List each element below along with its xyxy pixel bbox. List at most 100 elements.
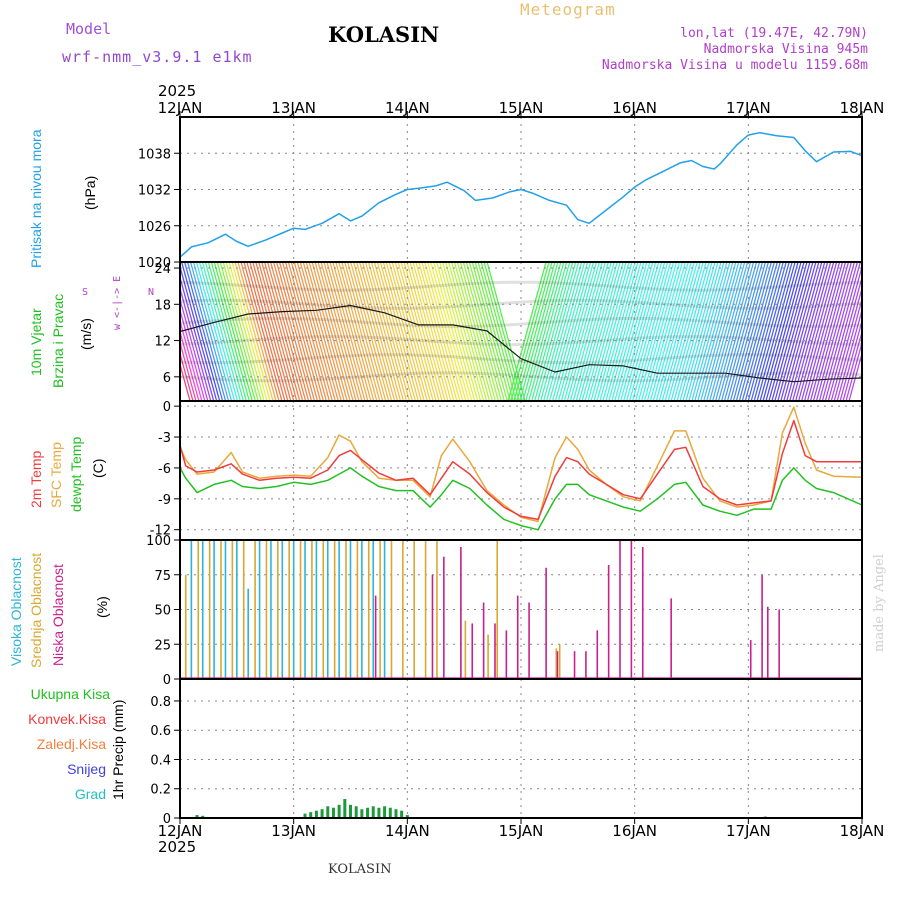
precip-bar <box>309 812 313 818</box>
wind-barb <box>181 262 221 401</box>
tick-labels: 1020 1026 1032 1038 6 12 18 24 0 -3 -6 -9 -12 0 25 50 75… <box>138 99 884 840</box>
wind-barb <box>593 262 633 401</box>
wind-barb <box>246 262 286 401</box>
wind-barb <box>522 262 562 401</box>
wind-barb <box>842 329 862 401</box>
precip-bar <box>360 809 364 818</box>
wind-barb <box>800 262 841 401</box>
wind-barb <box>409 262 449 401</box>
wind-barb <box>326 262 366 401</box>
wind-barb <box>762 262 802 401</box>
wind-barb <box>474 262 514 401</box>
precip-bar <box>383 806 387 818</box>
y-tick-label: 0 <box>163 400 171 415</box>
wind-barb <box>415 262 455 401</box>
date-label-top: 17JAN <box>726 99 771 117</box>
wind-barb <box>341 262 381 401</box>
wind-barb <box>433 262 473 401</box>
wind-barb <box>385 262 425 401</box>
precip-legend-hail: Grad <box>74 786 106 802</box>
wind-barb <box>350 262 390 401</box>
wind-barb <box>180 296 209 401</box>
date-label-bottom: 18JAN <box>840 822 885 840</box>
wind-barb <box>809 262 850 401</box>
wind-barb <box>560 262 601 401</box>
wind-barb <box>563 262 604 401</box>
wind-barb <box>768 262 808 401</box>
wind-speed-line <box>179 304 863 383</box>
wind-barb <box>456 262 497 401</box>
wind-barb <box>486 262 526 401</box>
wind-barb <box>403 262 443 401</box>
wind-barb <box>602 262 642 401</box>
wind-barb <box>311 262 351 401</box>
wind-barb <box>234 262 274 401</box>
wind-barb <box>572 262 612 401</box>
y-tick-label: 0.6 <box>150 724 171 739</box>
wind-band <box>180 298 862 310</box>
wind-barb <box>631 262 672 401</box>
date-label-bottom: 13JAN <box>271 822 316 840</box>
date-label-top: 12JAN <box>158 99 203 117</box>
wind-barb <box>261 262 301 401</box>
wind-barb <box>587 262 627 401</box>
wind-barb <box>723 262 764 401</box>
wind-barb <box>278 262 319 401</box>
wind-band <box>180 280 862 292</box>
wind-barb <box>180 275 215 401</box>
wind-barb <box>542 262 583 401</box>
wind-barb <box>255 262 295 401</box>
wind-barb <box>332 262 372 401</box>
wind-barb <box>691 262 731 401</box>
wind-barb <box>412 262 452 401</box>
precip-bar <box>377 807 381 818</box>
wind-barb <box>827 275 862 401</box>
wind-barb <box>551 262 592 401</box>
wind-barb <box>717 262 758 401</box>
y-tick-label: 25 <box>154 638 171 653</box>
wind-barb <box>418 262 458 401</box>
wind-barb <box>833 296 862 401</box>
year-top: 2025 <box>158 82 197 100</box>
y-tick-label: -9 <box>158 493 171 508</box>
date-label-top: 18JAN <box>840 99 885 117</box>
wind-barb <box>664 262 704 401</box>
wind-barb <box>534 262 574 401</box>
wind-barb <box>183 262 224 401</box>
wind-barb <box>554 262 595 401</box>
model-name: wrf-nmm_v3.9.1 e1km <box>62 48 253 66</box>
wind-barb <box>646 262 687 401</box>
wind-barb <box>228 262 268 401</box>
wind-barb <box>712 262 752 401</box>
wind-barb <box>338 262 378 401</box>
wind-barb <box>225 262 265 401</box>
wind-barb <box>195 262 236 401</box>
precip-bar <box>303 813 307 818</box>
compass-e: N <box>148 287 155 298</box>
wind-barb <box>180 286 212 401</box>
wind-barb <box>192 262 233 401</box>
wind-barb <box>688 262 728 401</box>
wind-barb <box>400 262 440 401</box>
wind-barb <box>735 262 775 401</box>
wind-barb <box>213 262 253 401</box>
wind-barb <box>818 262 859 401</box>
wind-barb <box>379 262 419 401</box>
y-tick-label: 12 <box>154 335 171 350</box>
y-tick-label: 50 <box>154 604 171 619</box>
wind-barb <box>216 262 256 401</box>
precip-bar <box>314 810 318 818</box>
wind-barb <box>786 262 826 401</box>
date-label-bottom: 12JAN <box>158 822 203 840</box>
wind-barb <box>652 262 692 401</box>
wind-barb <box>626 262 666 401</box>
wind-barb <box>305 262 345 401</box>
wind-barb <box>620 262 660 401</box>
wind-barb <box>477 262 517 401</box>
wind-barb <box>685 262 725 401</box>
wind-barb <box>210 262 250 401</box>
wind-barb <box>789 262 829 401</box>
wind-barb <box>709 262 749 401</box>
